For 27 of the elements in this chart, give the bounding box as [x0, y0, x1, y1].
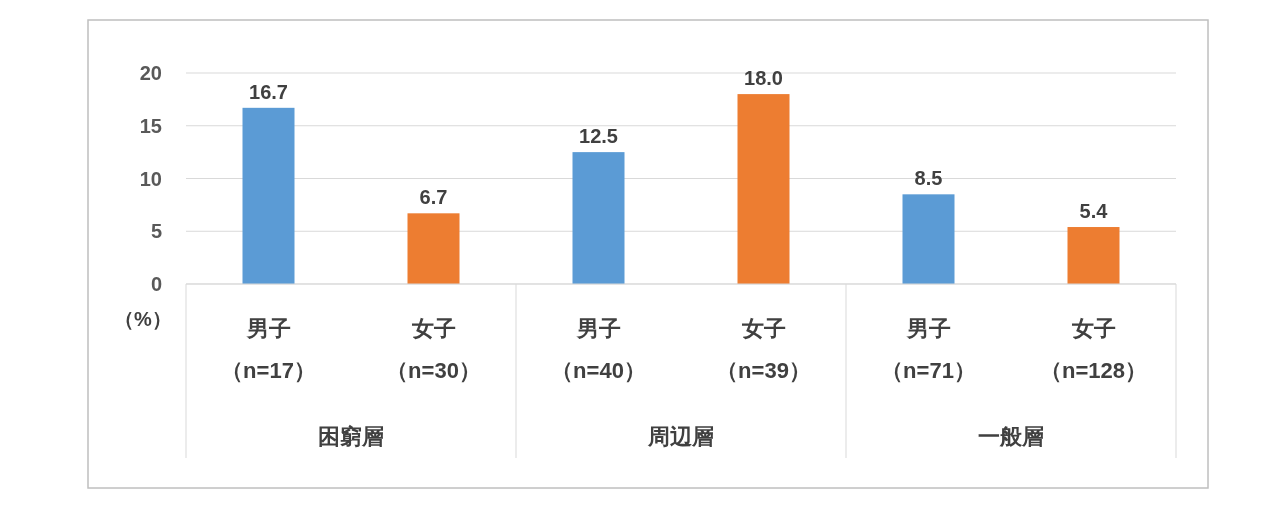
data-label: 6.7 [419, 186, 448, 209]
text: 困窮層 [318, 424, 384, 449]
y-tick-label: 10 [139, 167, 162, 190]
bar [902, 194, 955, 284]
y-tick-label: 5 [150, 220, 162, 243]
bar [242, 107, 295, 284]
bar [572, 152, 625, 284]
y-tick-label: 15 [139, 114, 162, 137]
x-tick-label: 男子（n=40） [551, 316, 646, 383]
y-axis-title: （%） [114, 308, 172, 330]
bar [407, 213, 460, 284]
data-label: 18.0 [744, 67, 783, 90]
data-label: 8.5 [914, 167, 943, 190]
y-tick-label: 20 [139, 62, 162, 84]
x-tick-label: 女子（n=128） [1040, 316, 1147, 383]
text: 一般層 [978, 424, 1044, 449]
x-tick-label: 女子（n=30） [386, 316, 481, 383]
y-tick-label: 0 [150, 273, 162, 295]
data-label: 5.4 [1079, 200, 1109, 223]
data-label: 12.5 [579, 125, 618, 148]
x-tick-label: 男子（n=17） [221, 316, 316, 383]
bar [737, 94, 790, 284]
text: 周辺層 [647, 424, 714, 449]
x-tick-label: 女子（n=39） [716, 316, 811, 383]
bar [1067, 227, 1120, 284]
x-tick-label: 男子（n=71） [881, 316, 976, 383]
data-label: 16.7 [249, 80, 288, 103]
